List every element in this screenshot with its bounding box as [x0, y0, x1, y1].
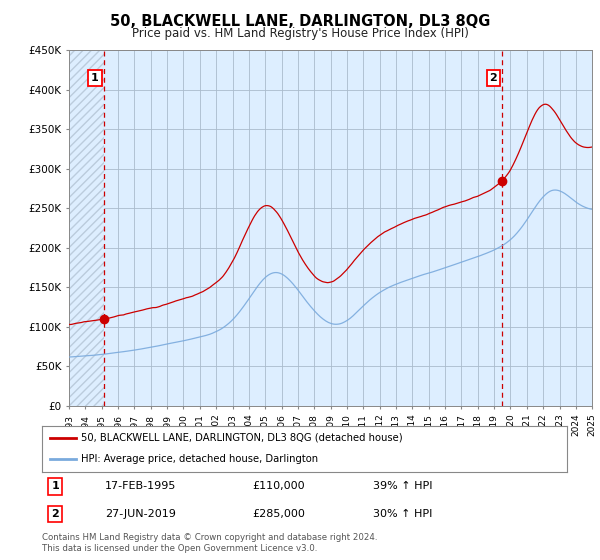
Text: 2: 2	[51, 509, 59, 519]
Text: 30% ↑ HPI: 30% ↑ HPI	[373, 509, 432, 519]
Text: 2: 2	[490, 73, 497, 83]
Text: £285,000: £285,000	[252, 509, 305, 519]
Text: Price paid vs. HM Land Registry's House Price Index (HPI): Price paid vs. HM Land Registry's House …	[131, 27, 469, 40]
Text: 1: 1	[91, 73, 99, 83]
Bar	[69, 50, 104, 406]
Text: 27-JUN-2019: 27-JUN-2019	[105, 509, 176, 519]
Text: 50, BLACKWELL LANE, DARLINGTON, DL3 8QG (detached house): 50, BLACKWELL LANE, DARLINGTON, DL3 8QG …	[82, 433, 403, 443]
Text: 17-FEB-1995: 17-FEB-1995	[105, 482, 176, 491]
Text: 39% ↑ HPI: 39% ↑ HPI	[373, 482, 432, 491]
Text: £110,000: £110,000	[252, 482, 305, 491]
Text: HPI: Average price, detached house, Darlington: HPI: Average price, detached house, Darl…	[82, 454, 319, 464]
Text: Contains HM Land Registry data © Crown copyright and database right 2024.
This d: Contains HM Land Registry data © Crown c…	[42, 533, 377, 553]
Text: 50, BLACKWELL LANE, DARLINGTON, DL3 8QG: 50, BLACKWELL LANE, DARLINGTON, DL3 8QG	[110, 14, 490, 29]
Text: 1: 1	[51, 482, 59, 491]
